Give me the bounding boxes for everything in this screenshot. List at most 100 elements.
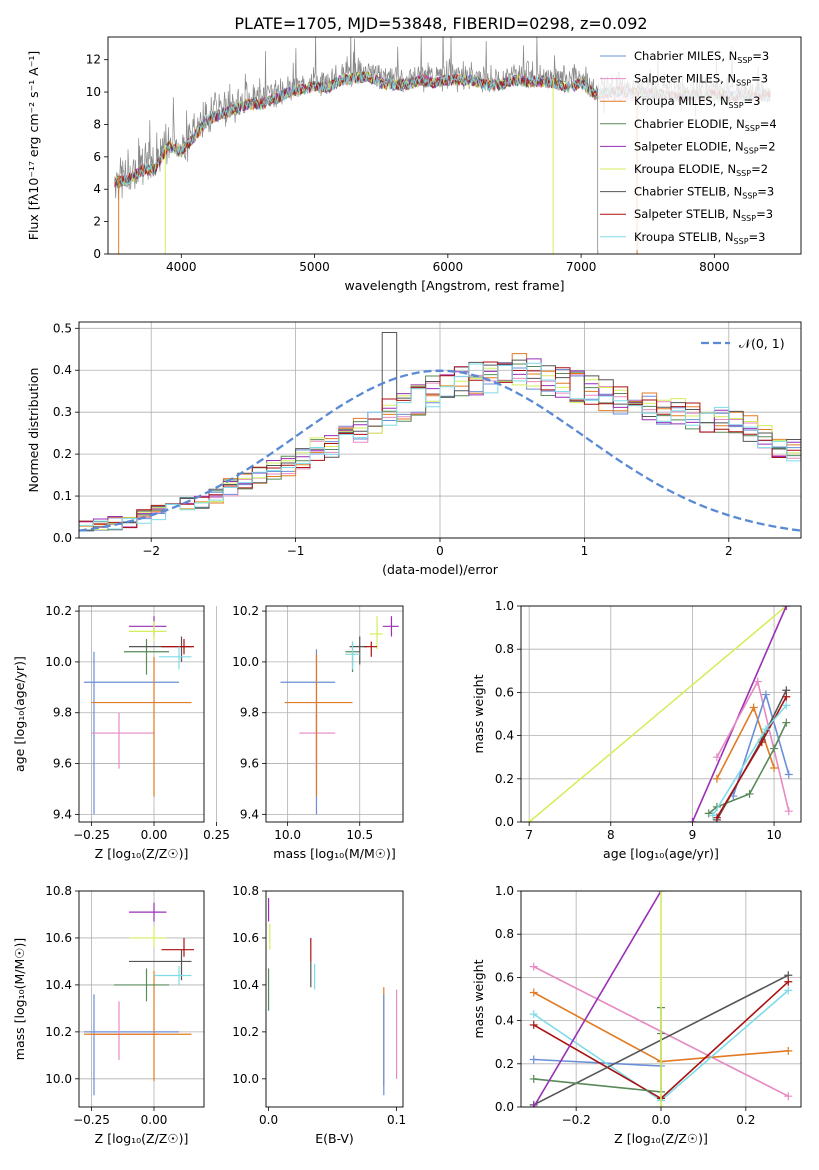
plot-area-weight_vs_Z	[529, 891, 793, 1107]
histogram-step-kroupa_elodie	[79, 367, 801, 538]
weight-marker-kroupa_stelib	[529, 1010, 538, 1019]
y-tick-label: 9.4	[240, 807, 259, 821]
y-tick-label: 0.4	[495, 1014, 514, 1028]
figure-title: PLATE=1705, MJD=53848, FIBERID=0298, z=0…	[234, 14, 647, 33]
weight-marker-salpeter_stelib	[712, 813, 721, 822]
x-tick-label: 7	[525, 828, 533, 842]
y-tick-label: 10.4	[232, 978, 259, 992]
weight-marker-kroupa_stelib	[761, 725, 770, 734]
y-tick-label: 10.0	[232, 655, 259, 669]
panel-mass_vs_Z: −0.25 0.00 10.0 10.2 10.4 10.6 10.8 Z [log₁₀(Z/…	[12, 884, 205, 1146]
weight-marker-kroupa_stelib	[782, 701, 791, 710]
legend-subscript: SSP	[736, 169, 751, 178]
y-tick-label: 0.0	[495, 1100, 514, 1114]
y-tick-label: 0.5	[53, 321, 72, 335]
weight-marker-salpeter_elodie	[688, 818, 697, 822]
weight-marker-kroupa_elodie	[657, 1103, 665, 1107]
panel-age_vs_Z: −0.25 0.00 0.25 9.4 9.6 9.8 10.0 10.2 Z [log₁₀(Z…	[12, 604, 230, 861]
histogram-step-chabrier_miles	[79, 362, 801, 538]
legend-nssp: =2	[751, 162, 768, 176]
legend-subscript: SSP	[737, 56, 752, 65]
legend-nssp: =3	[751, 72, 768, 86]
y-tick-label: 10.4	[45, 978, 72, 992]
x-tick-label: 0.00	[141, 1113, 168, 1127]
x-tick-label: 0.1	[387, 1113, 406, 1127]
weight-marker-salpeter_miles	[784, 807, 793, 816]
legend-nssp: =2	[759, 139, 776, 153]
weight-marker-kroupa_stelib	[708, 811, 717, 820]
legend-label-chabrier_elodie: Chabrier ELODIE, NSSP=4	[634, 117, 777, 133]
weight-marker-kroupa_stelib	[784, 986, 793, 995]
x-tick-label: 0.2	[736, 1113, 755, 1127]
y-tick-label: 0.2	[495, 1057, 514, 1071]
weight-marker-chabrier_miles	[529, 1055, 538, 1064]
x-tick-label: 0	[436, 544, 444, 558]
weight-marker-chabrier_miles	[784, 770, 793, 779]
legend-box	[598, 44, 796, 250]
weight-marker-kroupa_miles	[770, 764, 779, 772]
x-axis-label: mass [log₁₀(M/M☉)]	[273, 846, 395, 861]
y-axis-label: Flux [fλ10⁻¹⁷ erg cm⁻² s⁻¹ A⁻¹]	[26, 51, 41, 240]
weight-marker-salpeter_miles	[712, 753, 721, 762]
legend-subscript: SSP	[741, 214, 756, 223]
x-axis-label: Z [log₁₀(Z/Z☉)]	[95, 1131, 189, 1146]
weight-marker-kroupa_miles	[712, 774, 721, 783]
weight-marker-chabrier_stelib	[784, 971, 793, 980]
panel-mass_vs_ebv: 0.0 0.1 10.0 10.2 10.4 10.6 10.8 E(B-V)	[232, 884, 406, 1146]
legend-label-chabrier_stelib: Chabrier STELIB, NSSP=3	[634, 185, 774, 201]
legend-subscript: SSP	[742, 192, 757, 201]
histogram-step-kroupa_stelib	[79, 362, 801, 538]
weight-marker-chabrier_elodie	[704, 809, 713, 818]
histogram-step-salpeter_miles	[79, 374, 801, 538]
y-tick-label: 10.8	[45, 884, 72, 898]
y-tick-label: 9.8	[53, 706, 72, 720]
y-tick-label: 10.6	[45, 931, 72, 945]
y-tick-label: 0.6	[495, 970, 514, 984]
plot-area-mass_vs_ebv	[267, 898, 398, 1096]
y-tick-label: 0.1	[53, 489, 72, 503]
axes-frame	[78, 605, 205, 823]
legend-label-chabrier_miles: Chabrier MILES, NSSP=3	[634, 49, 769, 65]
panel-residuals: −2 −1 0 1 2 0.0 0.1 0.2 0.3 0.4 0.5 (data-model)/er…	[26, 321, 802, 577]
x-axis-label: age [log₁₀(age/yr)]	[603, 846, 719, 861]
y-tick-label: 1.0	[495, 599, 514, 613]
y-tick-label: 10.0	[45, 1072, 72, 1086]
weight-marker-salpeter_elodie	[782, 606, 791, 610]
y-tick-label: 9.8	[240, 706, 259, 720]
legend-label-kroupa_elodie: Kroupa ELODIE, NSSP=2	[634, 162, 768, 178]
axes-frame	[78, 890, 205, 1108]
legend-subscript: SSP	[734, 237, 749, 246]
plots-group: 4000 5000 6000 7000 8000024681012wavelength …	[12, 36, 802, 1146]
x-tick-label: 0.0	[651, 1113, 670, 1127]
y-tick-label: 9.4	[53, 807, 72, 821]
y-tick-label: 10.2	[232, 1025, 259, 1039]
y-axis-label: mass [log₁₀(M/M☉)]	[12, 938, 27, 1060]
y-tick-label: 8	[93, 117, 101, 131]
y-tick-label: 0.4	[53, 363, 72, 377]
plot-area-residuals	[79, 332, 801, 538]
weight-marker-salpeter_stelib	[782, 692, 791, 701]
legend-subscript: SSP	[736, 79, 751, 88]
legend-subscript: SSP	[745, 124, 760, 133]
plot-area-weight_vs_age	[525, 606, 793, 822]
x-tick-label: 1	[581, 544, 589, 558]
y-axis-label: mass weight	[471, 959, 486, 1038]
weight-marker-chabrier_elodie	[782, 718, 791, 727]
histogram-step-kroupa_miles	[79, 353, 801, 538]
x-tick-label: −0.2	[562, 1113, 591, 1127]
weight-marker-salpeter_miles	[529, 962, 538, 971]
legend-subscript: SSP	[744, 146, 759, 155]
y-tick-label: 10.6	[232, 931, 259, 945]
axes-frame	[265, 605, 404, 823]
y-tick-label: 1.0	[495, 884, 514, 898]
plot-area-age_vs_Z	[84, 616, 194, 815]
legend-gaussian-label: 𝒩(0, 1)	[739, 336, 785, 351]
y-axis-label: age [log₁₀(age/yr)]	[12, 656, 27, 772]
x-tick-label: 7000	[566, 260, 597, 274]
y-tick-label: 0.2	[53, 447, 72, 461]
plot-area-mass_vs_Z	[84, 902, 194, 1096]
weight-line-kroupa_elodie	[528, 606, 787, 822]
x-tick-label: 0.25	[203, 828, 230, 842]
y-tick-label: 9.6	[240, 757, 259, 771]
